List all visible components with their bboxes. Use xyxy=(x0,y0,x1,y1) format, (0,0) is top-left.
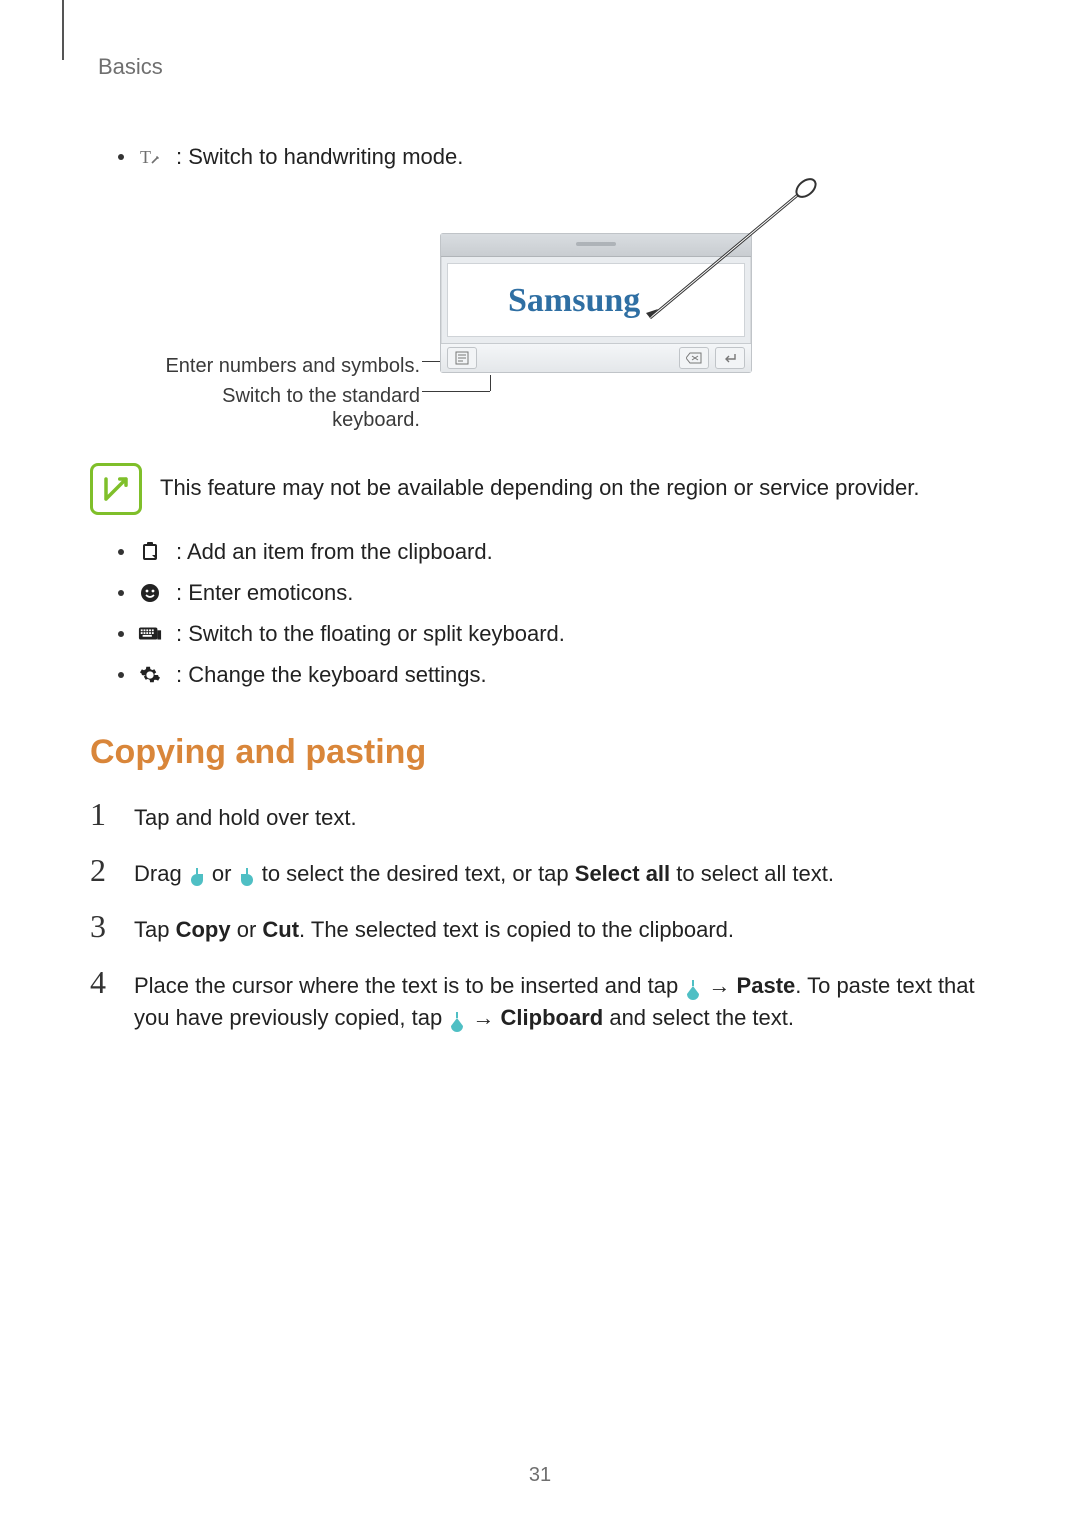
kb-key-backspace xyxy=(679,347,709,369)
t: to select all text. xyxy=(670,861,834,886)
selection-handle-left-icon xyxy=(190,865,204,885)
t: → xyxy=(702,973,736,998)
page-number: 31 xyxy=(529,1464,551,1487)
keyboard-mode-icon xyxy=(138,622,162,646)
availability-note: This feature may not be available depend… xyxy=(90,463,990,515)
step-number: 2 xyxy=(90,854,118,886)
bullet-text: : Enter emoticons. xyxy=(176,576,353,609)
step-number: 1 xyxy=(90,798,118,830)
bullet-dot xyxy=(118,549,124,555)
t: or xyxy=(206,861,238,886)
callout-line-2b xyxy=(490,375,491,391)
t: Place the cursor where the text is to be… xyxy=(134,973,684,998)
handwriting-sample: Samsung xyxy=(508,275,640,326)
callout-numbers-symbols: Enter numbers and symbols. xyxy=(165,351,420,381)
step-4: 4 Place the cursor where the text is to … xyxy=(90,966,990,1034)
page-content: T : Switch to handwriting mode. Enter nu… xyxy=(90,140,990,1033)
t: and select the text. xyxy=(603,1005,794,1030)
t: or xyxy=(231,917,263,942)
t: Drag xyxy=(134,861,188,886)
step-1: 1 Tap and hold over text. xyxy=(90,798,990,834)
t: Tap xyxy=(134,917,176,942)
step-body: Place the cursor where the text is to be… xyxy=(134,966,990,1034)
step-body: Tap Copy or Cut. The selected text is co… xyxy=(134,910,734,946)
step-body: Drag or to select the desired text, or t… xyxy=(134,854,834,890)
step-2: 2 Drag or to select the desired text, or… xyxy=(90,854,990,890)
svg-text:T: T xyxy=(140,147,151,167)
bullet-text: : Switch to the floating or split keyboa… xyxy=(176,617,565,650)
bold-select-all: Select all xyxy=(575,861,670,886)
kb-bottom-bar xyxy=(441,343,751,372)
step-body: Tap and hold over text. xyxy=(134,798,357,834)
bullet-handwriting: T : Switch to handwriting mode. xyxy=(118,140,990,173)
handwriting-figure: Enter numbers and symbols. Switch to the… xyxy=(90,183,990,443)
stylus-icon xyxy=(630,173,830,333)
step-3: 3 Tap Copy or Cut. The selected text is … xyxy=(90,910,990,946)
kb-key-enter xyxy=(715,347,745,369)
heading-copy-paste: Copying and pasting xyxy=(90,727,990,778)
kb-key-symbols xyxy=(447,347,477,369)
bullet-settings: : Change the keyboard settings. xyxy=(118,658,990,691)
t: → xyxy=(466,1005,500,1030)
callout-standard-kb-2: keyboard. xyxy=(332,409,420,431)
manual-page: Basics T : Switch to handwriting mode. E… xyxy=(0,0,1080,1527)
clipboard-icon xyxy=(138,540,162,564)
note-icon xyxy=(90,463,142,515)
bullet-dot xyxy=(118,590,124,596)
step-number: 3 xyxy=(90,910,118,942)
emoticon-icon xyxy=(138,581,162,605)
cursor-handle-icon xyxy=(686,977,700,997)
settings-icon xyxy=(138,663,162,687)
handwriting-mode-icon: T xyxy=(138,145,162,169)
bullet-emoticons: : Enter emoticons. xyxy=(118,576,990,609)
bullet-keyboard-mode: : Switch to the floating or split keyboa… xyxy=(118,617,990,650)
selection-handle-right-icon xyxy=(240,865,254,885)
bold-paste: Paste xyxy=(737,973,796,998)
section-label: Basics xyxy=(98,40,990,80)
bullet-dot xyxy=(118,672,124,678)
bullet-text: : Change the keyboard settings. xyxy=(176,658,487,691)
bullet-text: : Switch to handwriting mode. xyxy=(176,140,463,173)
note-text: This feature may not be available depend… xyxy=(160,463,919,504)
bullet-text: : Add an item from the clipboard. xyxy=(176,535,493,568)
step-number: 4 xyxy=(90,966,118,998)
t: to select the desired text, or tap xyxy=(256,861,575,886)
callout-line-2 xyxy=(422,391,490,392)
bold-copy: Copy xyxy=(176,917,231,942)
header-rule xyxy=(62,0,64,60)
bullet-dot xyxy=(118,631,124,637)
t: . The selected text is copied to the cli… xyxy=(299,917,734,942)
bullet-clipboard: : Add an item from the clipboard. xyxy=(118,535,990,568)
bold-clipboard: Clipboard xyxy=(501,1005,604,1030)
callout-standard-kb-1: Switch to the standard xyxy=(222,385,420,407)
bold-cut: Cut xyxy=(262,917,299,942)
bullet-dot xyxy=(118,154,124,160)
cursor-handle-icon xyxy=(450,1009,464,1029)
